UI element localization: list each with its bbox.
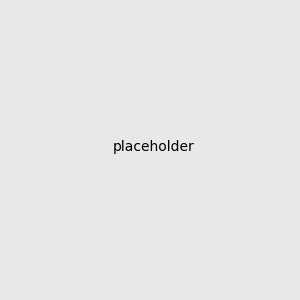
Text: placeholder: placeholder (113, 140, 195, 154)
